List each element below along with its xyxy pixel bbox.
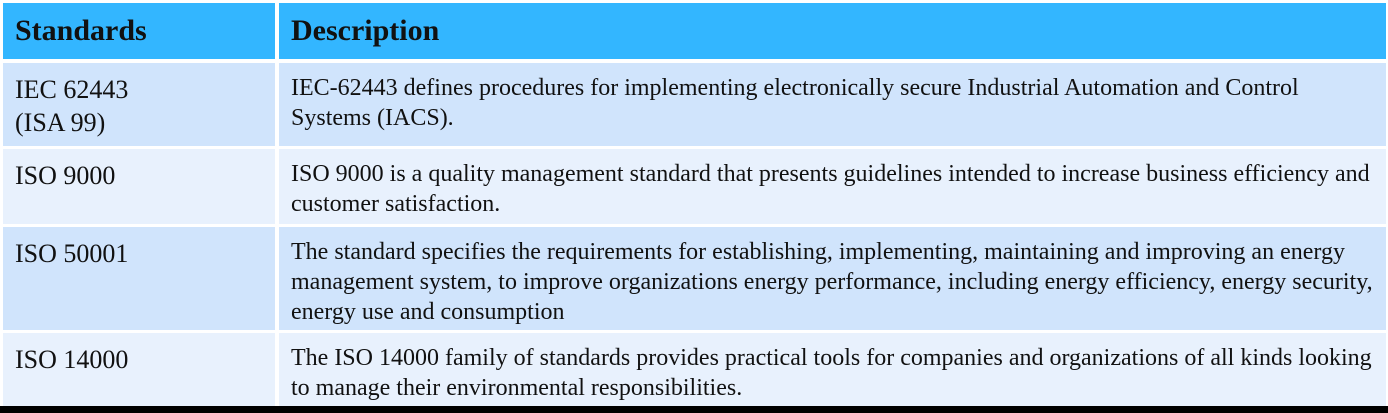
standard-cell: ISO 14000 [3,333,275,412]
standard-cell: IEC 62443 (ISA 99) [3,63,275,149]
description-cell: ISO 9000 is a quality management standar… [275,149,1386,227]
table-row: ISO 14000 The ISO 14000 family of standa… [3,333,1386,412]
standards-table: Standards Description IEC 62443 (ISA 99)… [3,3,1386,412]
standard-name: ISO 9000 [15,161,116,190]
table-row: ISO 9000 ISO 9000 is a quality managemen… [3,149,1386,227]
table-header-row: Standards Description [3,3,1386,63]
table-row: ISO 50001 The standard specifies the req… [3,227,1386,333]
header-standards: Standards [3,3,275,63]
bottom-border-bar [0,406,1388,413]
standard-cell: ISO 50001 [3,227,275,333]
description-cell: IEC-62443 defines procedures for impleme… [275,63,1386,149]
standard-name: IEC 62443 [15,75,129,104]
table-row: IEC 62443 (ISA 99) IEC-62443 defines pro… [3,63,1386,149]
standard-name: ISO 14000 [15,345,129,374]
description-cell: The standard specifies the requirements … [275,227,1386,333]
standard-name: ISO 50001 [15,239,129,268]
description-cell: The ISO 14000 family of standards provid… [275,333,1386,412]
standard-cell: ISO 9000 [3,149,275,227]
header-description: Description [275,3,1386,63]
standard-alias: (ISA 99) [15,108,106,137]
